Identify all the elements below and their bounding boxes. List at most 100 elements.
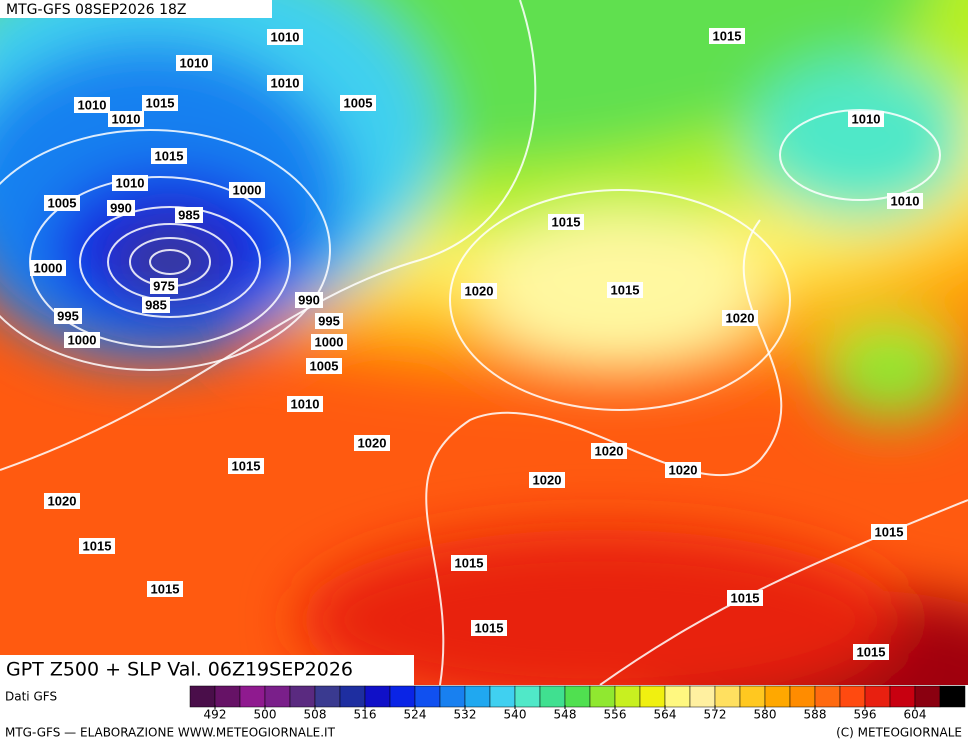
colorbar-swatch [364, 685, 391, 708]
isobar-label-bg [108, 111, 144, 127]
isobar-label-bg [665, 462, 701, 478]
colorbar-swatch [664, 685, 691, 708]
isobar-label-bg [74, 97, 110, 113]
isobar-label: 1000 [34, 260, 63, 275]
colorbar-swatch [264, 685, 291, 708]
colorbar-swatch [389, 685, 416, 708]
isobar-label-bg [267, 29, 303, 45]
isobar-label-bg [176, 55, 212, 71]
colorbar-tick-label: 572 [704, 708, 727, 722]
isobar-label-bg [142, 297, 170, 313]
isobar-label: 985 [178, 207, 200, 222]
isobar-label-bg [287, 396, 323, 412]
isobar-label: 1015 [151, 581, 180, 596]
isobar-label: 1015 [232, 458, 261, 473]
footer-left: MTG-GFS — ELABORAZIONE WWW.METEOGIORNALE… [5, 726, 336, 740]
isobar-label: 1015 [83, 538, 112, 553]
isobar-label-bg [727, 590, 763, 606]
isobar-label: 1020 [48, 493, 77, 508]
isobar-label-bg [853, 644, 889, 660]
isobar-label: 995 [318, 313, 340, 328]
colorbar-swatch [514, 685, 541, 708]
isobar-label-bg [175, 207, 203, 223]
isobar-label: 1010 [180, 55, 209, 70]
isobar-label-bg [295, 292, 323, 308]
colorbar-swatch [914, 685, 941, 708]
colorbar-swatch [564, 685, 591, 708]
isobar-label: 1010 [891, 193, 920, 208]
isobar-label-bg [848, 111, 884, 127]
isobar-label: 1015 [455, 555, 484, 570]
isobar-label-bg [722, 310, 758, 326]
colorbar-tick-label: 508 [304, 708, 327, 722]
isobar-label: 1015 [611, 282, 640, 297]
isobar-label-bg [548, 214, 584, 230]
isobar-label: 1020 [669, 462, 698, 477]
isobar-label-bg [471, 620, 507, 636]
isobar-label-bg [267, 75, 303, 91]
colorbar-swatch [439, 685, 466, 708]
colorbar-swatch [889, 685, 916, 708]
source-label: Dati GFS [5, 690, 57, 704]
isobar-label: 1000 [68, 332, 97, 347]
colorbar-tick-label: 596 [854, 708, 877, 722]
isobar-label: 1010 [112, 111, 141, 126]
colorbar-swatch [839, 685, 866, 708]
isobar-label: 985 [145, 297, 167, 312]
run-info: MTG-GFS 08SEP2026 18Z [6, 2, 187, 18]
isobar-label-bg [529, 472, 565, 488]
isobar-label: 1010 [271, 29, 300, 44]
isobar-label-bg [871, 524, 907, 540]
isobar-label-bg [451, 555, 487, 571]
isobar-label-bg [30, 260, 66, 276]
isobar-label: 995 [57, 308, 79, 323]
isobar-label: 1020 [533, 472, 562, 487]
colorbar-swatch [289, 685, 316, 708]
isobar-label-bg [151, 148, 187, 164]
isobar-label: 1015 [552, 214, 581, 229]
isobar-label-bg [340, 95, 376, 111]
colorbar: 492 500 508 516 524 532 540 548 556 564 572 580 588 5… [189, 685, 966, 722]
isobar-label-bg [112, 175, 148, 191]
isobar-label-bg [306, 358, 342, 374]
isobar-label: 1015 [875, 524, 904, 539]
isobar-label: 1015 [857, 644, 886, 659]
colorbar-tick-label: 492 [204, 708, 227, 722]
colorbar-swatch [339, 685, 366, 708]
isobar-label: 1020 [358, 435, 387, 450]
colorbar-tick-label: 604 [904, 708, 927, 722]
isobar-label-bg [150, 278, 178, 294]
isobar-label: 1015 [475, 620, 504, 635]
colorbar-swatch [239, 685, 266, 708]
colorbar-tick-label: 564 [654, 708, 677, 722]
isobar-label: 1015 [713, 28, 742, 43]
isobar-label: 975 [153, 278, 175, 293]
colorbar-tick-label: 532 [454, 708, 477, 722]
colorbar-swatch [539, 685, 566, 708]
colorbar-tick-label: 548 [554, 708, 577, 722]
colorbar-tick-label: 556 [604, 708, 627, 722]
colorbar-swatch [689, 685, 716, 708]
colorbar-swatch [764, 685, 791, 708]
isobar-label: 1005 [310, 358, 339, 373]
isobar-label-bg [107, 200, 135, 216]
isobar-label-bg [44, 493, 80, 509]
isobar-label-bg [79, 538, 115, 554]
isobar-label-bg [315, 313, 343, 329]
colorbar-swatch [414, 685, 441, 708]
isobar-label: 1000 [233, 182, 262, 197]
colorbar-tick-label: 524 [404, 708, 427, 722]
colorbar-tick-label: 516 [354, 708, 377, 722]
colorbar-swatch [489, 685, 516, 708]
colorbar-swatch [939, 685, 966, 708]
isobar-label: 1015 [155, 148, 184, 163]
colorbar-swatch [214, 685, 241, 708]
map-title: GPT Z500 + SLP Val. 06Z19SEP2026 [6, 659, 353, 681]
isobar-label-bg [311, 334, 347, 350]
isobar-label: 1015 [146, 95, 175, 110]
footer-right: (C) METEOGIORNALE [836, 726, 962, 740]
colorbar-tick-label: 580 [754, 708, 777, 722]
isobar-label: 1005 [48, 195, 77, 210]
